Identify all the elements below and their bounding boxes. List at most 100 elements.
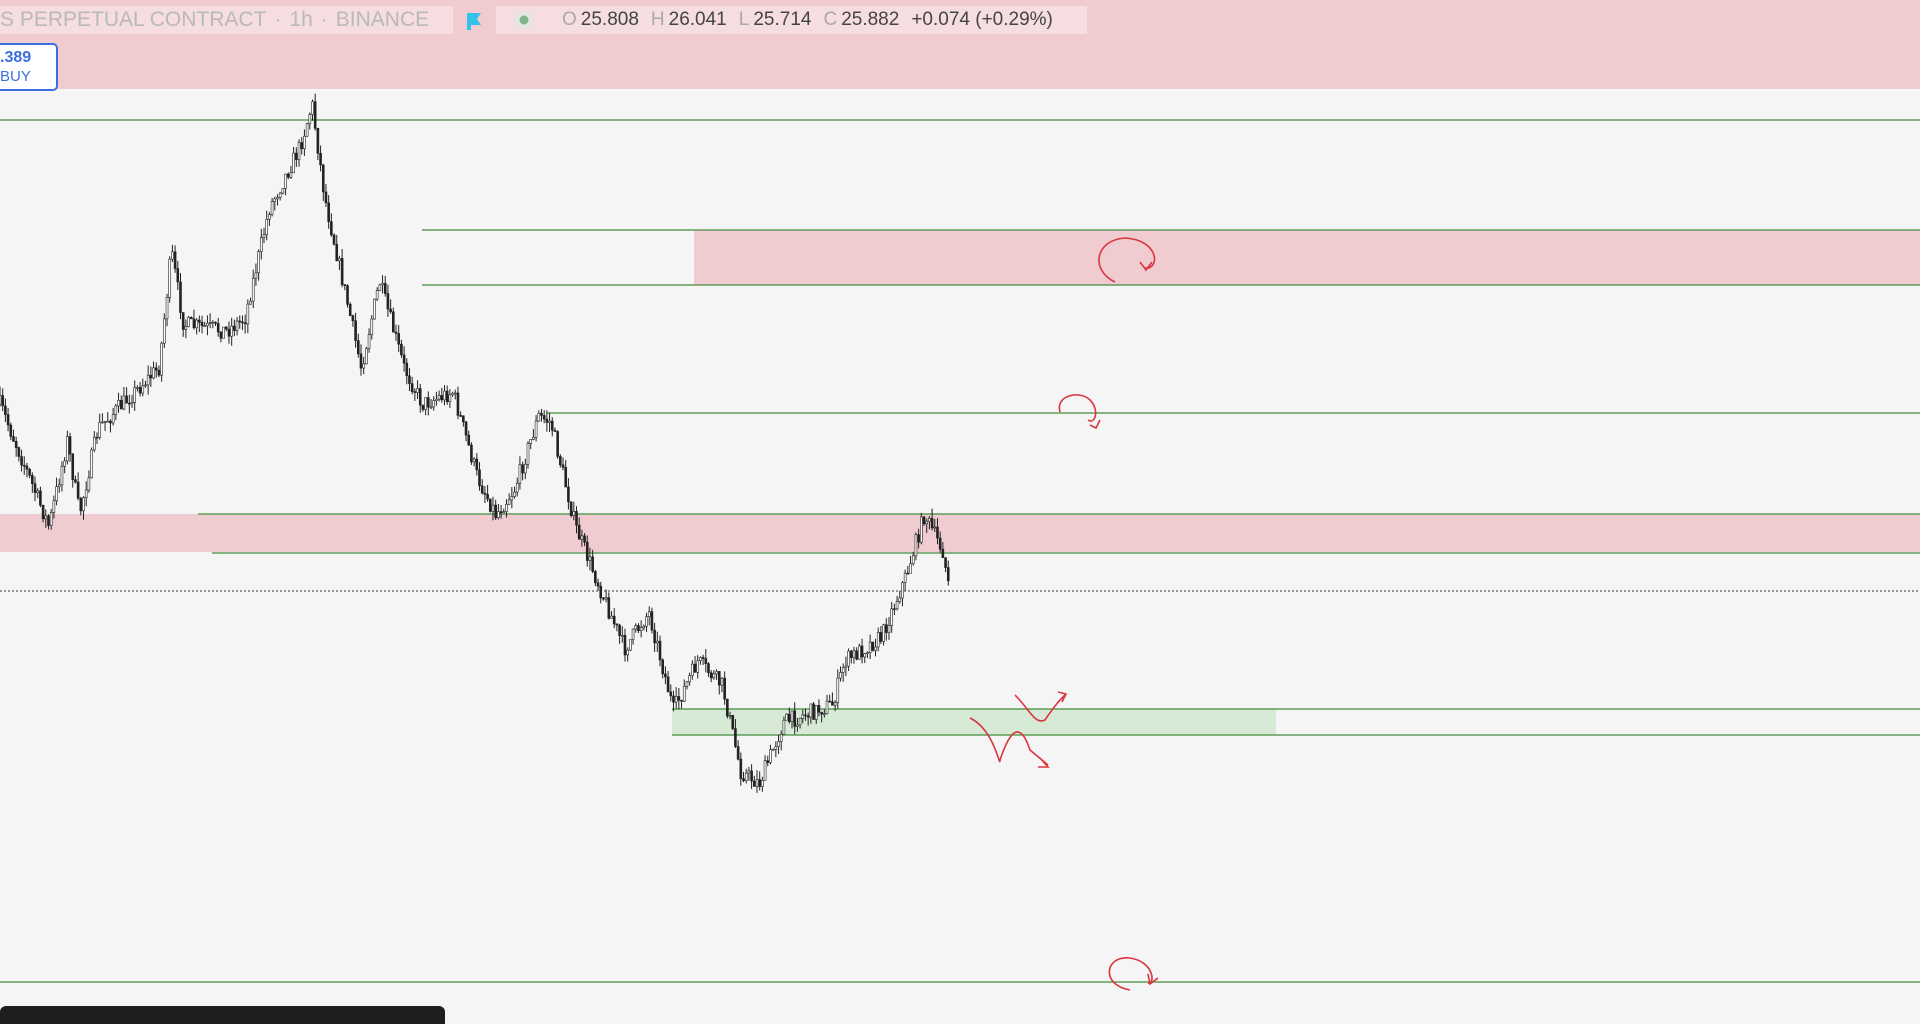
- candle-body: [95, 436, 99, 439]
- candle-body: [316, 128, 320, 154]
- drawing-toolbar[interactable]: [0, 1006, 445, 1024]
- candle-body: [12, 436, 15, 442]
- exchange: BINANCE: [335, 8, 430, 31]
- candle-body: [478, 469, 481, 487]
- candle-body: [451, 392, 454, 396]
- candle-body: [903, 572, 907, 583]
- candle-body: [863, 653, 867, 658]
- candle-body: [637, 625, 640, 631]
- change: +0.074 (+0.29%): [911, 9, 1053, 30]
- candle-body: [106, 420, 110, 423]
- flag-icon: [467, 13, 481, 30]
- candle-body: [494, 504, 497, 518]
- candle-body: [491, 504, 495, 512]
- candle-body: [893, 608, 896, 611]
- candle-body: [168, 258, 172, 298]
- candle-body: [814, 705, 818, 720]
- candle-body: [130, 402, 134, 405]
- candle-body: [763, 760, 767, 781]
- candle-body: [685, 681, 689, 687]
- candle-body: [68, 436, 72, 455]
- candle-body: [855, 650, 858, 660]
- candle-body: [152, 367, 155, 379]
- candle-body: [362, 363, 365, 369]
- candle-body: [154, 367, 158, 371]
- candle-body: [109, 420, 112, 424]
- candle-body: [532, 437, 535, 440]
- candle-body: [92, 436, 96, 451]
- candle-body: [906, 572, 910, 575]
- candles: [0, 93, 950, 793]
- candle-body: [499, 511, 503, 514]
- candle-body: [510, 496, 514, 501]
- candle-body: [435, 398, 438, 401]
- candle-body: [871, 641, 875, 651]
- candle-body: [548, 420, 551, 423]
- candle-body: [71, 453, 75, 480]
- candle-body: [488, 498, 492, 512]
- candle-body: [847, 650, 850, 667]
- candle-body: [895, 601, 899, 610]
- candle-body: [445, 390, 449, 403]
- candle-body: [642, 625, 646, 629]
- candle-body: [788, 713, 791, 722]
- ohlc-key: O: [562, 9, 577, 30]
- candle-body: [17, 447, 21, 457]
- candle-body: [195, 319, 198, 329]
- candle-body: [22, 464, 26, 467]
- candle-body: [424, 397, 427, 410]
- candle-body: [308, 114, 312, 125]
- candle-body: [817, 705, 821, 713]
- ohlc-value: 25.882: [841, 9, 900, 30]
- candle-body: [378, 284, 382, 291]
- candle-body: [911, 555, 915, 565]
- candle-body: [49, 512, 53, 526]
- candle-body: [825, 700, 829, 714]
- candle-body: [383, 283, 387, 294]
- candle-body: [796, 724, 799, 727]
- candle-body: [944, 557, 947, 568]
- candle-body: [413, 391, 417, 393]
- buy-label[interactable]: BUY: [0, 68, 31, 85]
- candle-body: [418, 388, 422, 406]
- candle-body: [936, 526, 939, 539]
- levels: [0, 119, 1920, 983]
- candle-body: [128, 402, 131, 405]
- candle-body: [133, 387, 136, 403]
- candle-body: [933, 526, 937, 529]
- candle-body: [914, 534, 918, 557]
- separator: ·: [274, 8, 282, 31]
- candle-body: [289, 172, 293, 178]
- candle-body: [696, 660, 700, 673]
- candle-body: [321, 164, 325, 193]
- candle-body: [771, 748, 775, 751]
- arrow-annotation: [1014, 691, 1068, 722]
- candle-body: [292, 152, 295, 174]
- candle-body: [839, 672, 842, 679]
- candle-body: [828, 700, 832, 703]
- candle-body: [208, 322, 212, 324]
- candle-body: [809, 703, 813, 718]
- candle-body: [103, 420, 107, 423]
- candle-body: [36, 490, 40, 493]
- candle-body: [405, 362, 409, 377]
- candle-body: [281, 188, 285, 194]
- candle-body: [367, 334, 371, 349]
- candle-body: [884, 624, 888, 633]
- candle-body: [569, 501, 573, 516]
- candle-body: [831, 701, 834, 706]
- interval: 1h: [289, 8, 313, 31]
- buy-price[interactable]: .389: [0, 49, 32, 66]
- candle-body: [184, 326, 188, 330]
- candle-body: [392, 311, 395, 333]
- buy-button[interactable]: .389 BUY: [0, 43, 58, 91]
- candle-body: [707, 663, 710, 674]
- candle-body: [615, 623, 619, 626]
- candle-body: [658, 640, 662, 661]
- candle-body: [610, 615, 613, 619]
- candle-body: [534, 420, 538, 438]
- candle-body: [591, 556, 594, 572]
- candle-body: [189, 316, 193, 320]
- candle-body: [612, 615, 616, 625]
- candle-body: [634, 625, 638, 630]
